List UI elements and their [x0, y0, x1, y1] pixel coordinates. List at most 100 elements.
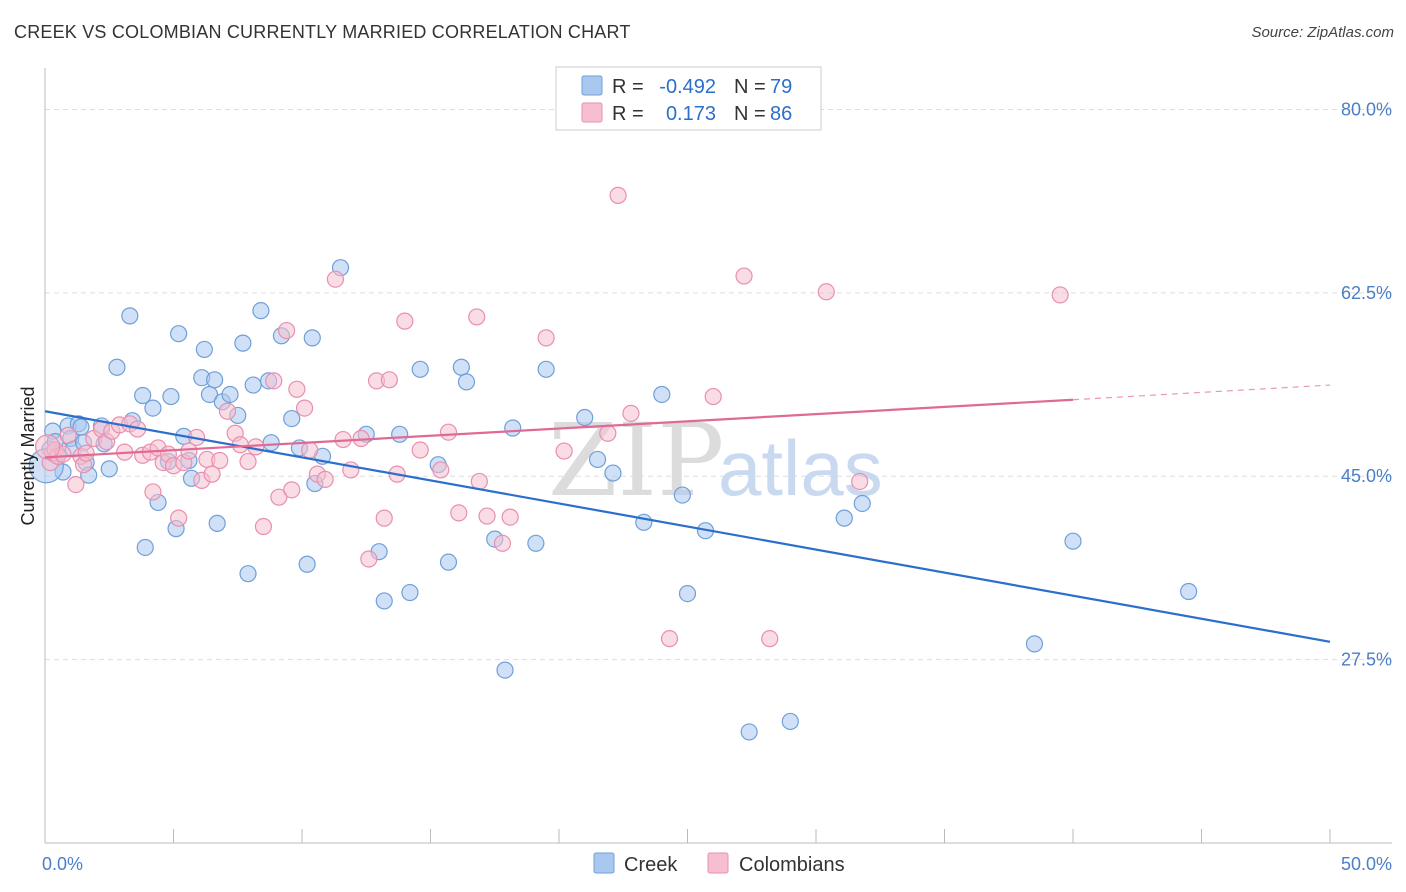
colombian-point — [211, 451, 229, 470]
y-tick-labels: 27.5% 45.0% 62.5% 80.0% — [1341, 99, 1392, 669]
y-tick-label-2: 62.5% — [1341, 283, 1392, 303]
creek-point — [576, 408, 594, 427]
colombian-point — [851, 472, 869, 491]
y-tick-label-3: 80.0% — [1341, 99, 1392, 119]
legend-r-label-creek: R = — [612, 76, 644, 98]
creek-point — [853, 494, 871, 513]
colombian-trend-line — [44, 398, 1074, 459]
legend-r-value-colombian: 0.173 — [666, 103, 716, 125]
source-label: Source: ZipAtlas.com — [1251, 24, 1394, 41]
chart-title: CREEK VS COLOMBIAN CURRENTLY MARRIED COR… — [14, 22, 631, 42]
colombian-point — [380, 371, 398, 389]
legend-n-label-colombian: N = — [734, 103, 766, 125]
colombian-point — [295, 399, 314, 417]
legend-r-label-colombian: R = — [612, 103, 644, 125]
creek-point — [134, 386, 152, 405]
colombian-point — [761, 630, 779, 648]
creek-point — [401, 583, 419, 602]
x-tick-labels: 0.0% 50.0% — [42, 854, 1392, 874]
x-tick-label-1: 50.0% — [1341, 854, 1392, 874]
colombian-point — [301, 441, 319, 459]
creek-point — [195, 340, 213, 359]
creek-point — [144, 399, 162, 417]
creek-point — [781, 712, 799, 731]
colombian-point — [622, 404, 640, 422]
creek-point — [206, 371, 224, 389]
colombian-point — [360, 550, 378, 568]
colombian-point — [316, 470, 334, 488]
colombian-point — [599, 424, 617, 442]
creek-point — [411, 360, 429, 378]
creek-point — [244, 376, 262, 394]
creek-point — [537, 360, 555, 378]
colombian-point — [450, 504, 468, 522]
creek-point — [457, 373, 476, 391]
y-axis-title: Currently Married — [18, 386, 38, 525]
colombian-point — [67, 476, 85, 494]
colombian-point — [396, 312, 414, 330]
colombian-point — [704, 387, 722, 406]
creek-point — [375, 592, 393, 610]
colombian-point — [283, 481, 301, 499]
colombian-point — [817, 283, 835, 301]
creek-point — [136, 538, 154, 557]
colombian-point — [555, 442, 573, 460]
colombian-point — [170, 509, 188, 527]
bottom-legend-creek: Creek — [624, 854, 678, 876]
colombian-point — [432, 461, 450, 479]
creek-point — [439, 553, 458, 571]
colombian-points — [34, 186, 1069, 648]
creek-point — [653, 385, 671, 404]
legend-n-value-colombian: 86 — [770, 103, 792, 125]
legend-swatch-colombian — [581, 102, 603, 123]
creek-point — [283, 409, 301, 428]
colombian-point — [411, 441, 429, 459]
colombian-point — [468, 308, 486, 326]
creek-point — [391, 425, 409, 443]
colombian-point — [254, 517, 273, 536]
colombian-point — [326, 270, 345, 288]
creek-point — [100, 460, 118, 478]
creek-point — [208, 514, 226, 532]
creek-point — [504, 419, 522, 437]
colombian-point — [239, 452, 257, 471]
creek-point — [234, 334, 252, 352]
creek-point — [162, 387, 180, 406]
x-tick-label-0: 0.0% — [42, 854, 83, 874]
creek-point — [262, 434, 280, 452]
colombian-point-cluster — [34, 434, 61, 460]
watermark-atlas: atlas — [718, 424, 883, 512]
colombian-point — [537, 329, 555, 347]
creek-point — [108, 358, 126, 376]
colombian-point — [203, 465, 221, 483]
colombian-point — [288, 380, 306, 398]
creek-point — [740, 723, 758, 741]
creek-point — [527, 534, 545, 552]
bottom-legend: Creek Colombians — [593, 852, 845, 876]
colombian-point — [439, 423, 458, 441]
colombian-point — [735, 267, 753, 285]
creek-point — [835, 509, 853, 527]
creek-point — [1025, 635, 1044, 653]
colombian-point — [1051, 286, 1069, 304]
colombian-point — [270, 488, 288, 506]
legend-r-value-creek: -0.492 — [659, 76, 716, 98]
creek-point — [121, 307, 139, 325]
creek-point — [1180, 582, 1198, 601]
creek-point — [252, 302, 270, 320]
colombian-point — [660, 630, 679, 648]
creek-point — [170, 325, 188, 343]
creek-point — [588, 450, 607, 469]
legend-n-value-creek: 79 — [770, 76, 792, 98]
colombian-point — [609, 186, 627, 204]
colombian-point — [277, 321, 296, 340]
y-tick-label-0: 27.5% — [1341, 650, 1392, 670]
creek-point — [298, 555, 316, 573]
creek-point — [496, 661, 514, 679]
colombian-trend-extension — [1072, 384, 1331, 401]
colombian-point — [493, 534, 512, 552]
bottom-legend-swatch-colombian — [707, 852, 729, 874]
colombian-point — [478, 507, 496, 525]
trend-lines — [44, 384, 1331, 643]
